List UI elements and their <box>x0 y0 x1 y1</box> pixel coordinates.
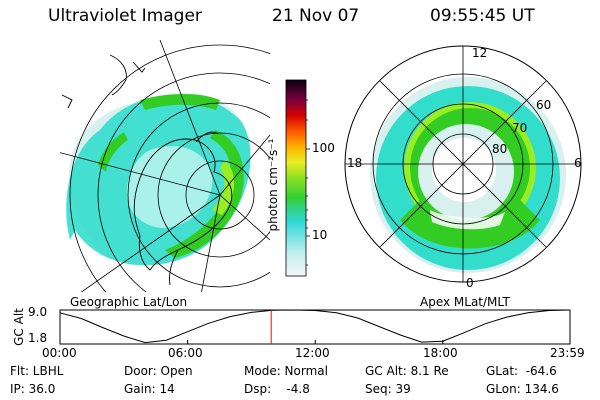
status-glon: GLon: 134.6 <box>486 382 559 396</box>
colorbar-scale <box>285 79 307 277</box>
mlat-label-70: 70 <box>512 121 528 135</box>
magnetic-polar-panel <box>344 45 582 283</box>
colorbar-title: photon cm⁻²s⁻¹ <box>266 138 280 232</box>
magnetic-panel-label: Apex MLat/MLT <box>420 295 510 309</box>
mlt-label-0: 0 <box>466 276 474 290</box>
status-filter: Flt: LBHL <box>10 364 64 378</box>
time-label: 09:55:45 UT <box>430 6 535 26</box>
x-tick-0000: 00:00 <box>42 346 77 360</box>
status-gain: Gain: 14 <box>124 382 175 396</box>
status-gc-alt: GC Alt: 8.1 Re <box>365 364 449 378</box>
gc-alt-plot <box>59 309 571 345</box>
status-glat: GLat: -64.6 <box>486 364 557 378</box>
x-tick-1200: 12:00 <box>295 346 330 360</box>
gc-alt-ytick-min: 1.8 <box>28 331 48 345</box>
status-door: Door: Open <box>124 364 193 378</box>
geo-aurora-image <box>60 39 270 292</box>
gc-alt-series-line <box>59 309 571 344</box>
gc-alt-ytick-max: 9.0 <box>28 305 48 319</box>
status-mode: Mode: Normal <box>244 364 328 378</box>
mlt-label-18: 18 <box>347 156 363 170</box>
mlat-label-80: 80 <box>492 142 508 156</box>
colorbar-tick-100: 100 <box>312 141 335 155</box>
gc-alt-frame <box>59 309 571 345</box>
colorbar-tick-10: 10 <box>312 228 328 242</box>
mlt-label-12: 12 <box>472 46 488 60</box>
geographic-panel-label: Geographic Lat/Lon <box>70 295 188 309</box>
instrument-title: Ultraviolet Imager <box>48 6 202 26</box>
x-tick-1800: 18:00 <box>423 346 458 360</box>
mlat-label-60: 60 <box>536 98 552 112</box>
geographic-panel <box>60 39 270 292</box>
x-tick-0600: 06:00 <box>168 346 203 360</box>
status-dsp: Dsp: -4.8 <box>244 382 310 396</box>
date-label: 21 Nov 07 <box>272 6 360 26</box>
status-seq: Seq: 39 <box>365 382 411 396</box>
status-ip: IP: 36.0 <box>10 382 56 396</box>
colorbar <box>285 79 310 277</box>
x-tick-2359: 23:59 <box>550 346 585 360</box>
mlt-label-6: 6 <box>574 156 582 170</box>
gc-alt-ylabel: GC Alt <box>12 308 26 346</box>
